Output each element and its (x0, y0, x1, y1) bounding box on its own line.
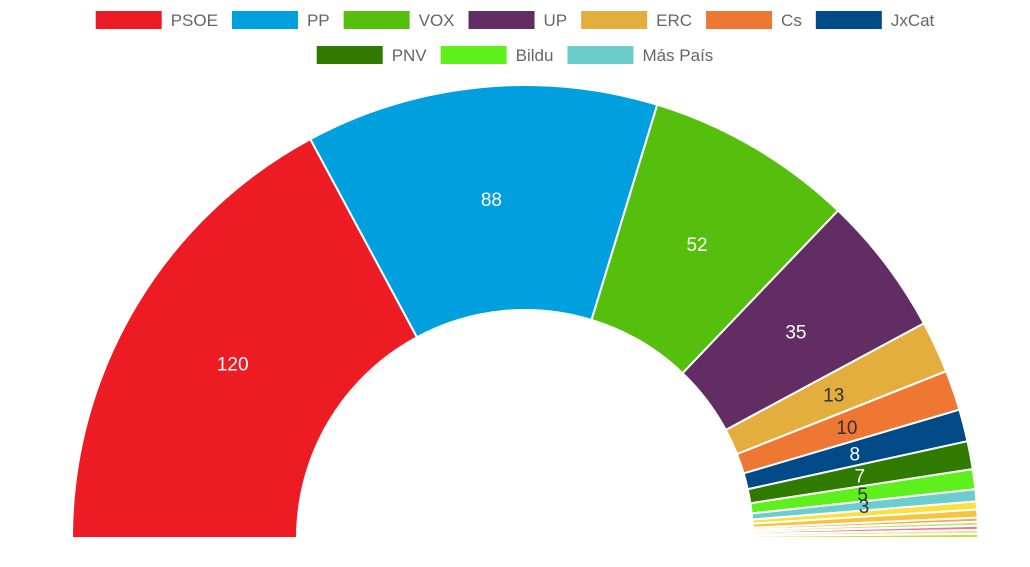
legend-swatch-bildu (440, 46, 507, 64)
legend-item-jxcat[interactable]: JxCat (815, 11, 935, 30)
slice-value-vox: 52 (686, 235, 707, 256)
legend-item-pnv[interactable]: PNV (316, 46, 428, 65)
legend-item-cs[interactable]: Cs (706, 11, 802, 30)
legend-swatch-erc (581, 11, 648, 29)
slice-value-pp: 88 (481, 190, 502, 211)
legend-label-mas-pais: Más País (642, 46, 713, 65)
legend-item-pp[interactable]: PP (231, 11, 330, 30)
legend-label-pp: PP (307, 11, 330, 30)
legend-swatch-mas-pais (567, 46, 634, 64)
legend-item-psoe[interactable]: PSOE (95, 11, 218, 30)
slice-value-up: 35 (785, 323, 806, 344)
legend-label-erc: ERC (656, 11, 692, 30)
legend-label-up: UP (544, 11, 568, 30)
legend-swatch-psoe (95, 11, 162, 29)
chart-slices (71, 84, 979, 539)
legend-swatch-vox (343, 11, 410, 29)
legend-swatch-pnv (316, 46, 383, 64)
legend-label-psoe: PSOE (171, 11, 218, 30)
slice-pp[interactable] (309, 84, 659, 339)
legend-item-vox[interactable]: VOX (343, 11, 455, 30)
legend-label-bildu: Bildu (516, 46, 554, 65)
legend-item-up[interactable]: UP (468, 11, 568, 30)
slice-value-erc: 13 (823, 385, 844, 406)
legend-swatch-pp (231, 11, 298, 29)
slice-value-mas-pais: 3 (859, 497, 870, 518)
legend-label-cs: Cs (781, 11, 802, 30)
slice-value-bildu: 5 (857, 485, 868, 506)
legend-label-vox: VOX (419, 11, 455, 30)
legend-swatch-up (468, 11, 535, 29)
slice-minor-party-17[interactable] (751, 532, 979, 539)
legend-item-bildu[interactable]: Bildu (440, 46, 554, 65)
chart-legend[interactable]: PSOE PP VOX UP ERC Cs JxCat PNV Bildu Más País (95, 11, 935, 65)
legend-label-jxcat: JxCat (891, 11, 935, 30)
legend-item-mas-pais[interactable]: Más País (567, 46, 713, 65)
slice-psoe[interactable] (71, 138, 418, 539)
legend-item-erc[interactable]: ERC (581, 11, 692, 30)
slice-value-psoe: 120 (217, 354, 249, 375)
slice-value-cs: 10 (836, 418, 857, 439)
slice-value-jxcat: 8 (850, 444, 861, 465)
legend-swatch-cs (706, 11, 773, 29)
legend-swatch-jxcat (815, 11, 882, 29)
slice-value-pnv: 7 (854, 467, 865, 488)
legend-label-pnv: PNV (392, 46, 428, 65)
